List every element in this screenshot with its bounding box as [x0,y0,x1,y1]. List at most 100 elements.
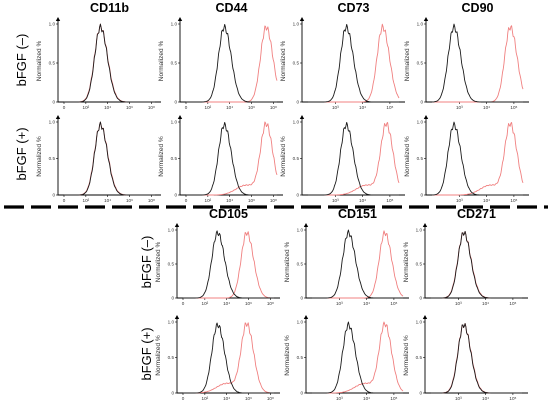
y-tick-label: 1.0 [293,120,300,125]
histogram-panel-cd11b-minus: CD11b Normalized % 0 0.5 1.0 0 10² 10⁴ 10⁶ 10⁸ [36,1,161,110]
x-tick-label: 10⁵ [509,396,516,401]
marker-histogram [183,231,274,299]
x-tick-label: 0 [185,105,188,110]
x-tick-label: 10³ [332,198,339,203]
y-tick-label: 0.5 [416,355,423,360]
x-tick-label: 10⁴ [223,396,230,401]
y-tick-label: 1.0 [416,320,423,325]
x-tick-label: 10⁴ [483,105,490,110]
x-tick-label: 10⁵ [390,396,397,401]
control-histogram [431,230,522,299]
y-axis-arrow [55,115,61,119]
y-tick-label: 0 [174,100,177,105]
y-tick-label: 0 [171,296,174,301]
x-tick-label: 10⁵ [386,105,393,110]
axes [57,116,161,196]
y-axis-label: Normalized % [155,242,162,283]
y-axis-arrow [177,115,183,119]
marker-title: CD11b [90,1,129,15]
control-histogram [432,121,523,196]
x-tick-label: 0 [63,105,66,110]
y-axis-arrow [299,115,305,119]
control-histogram [64,23,155,103]
y-axis-arrow [299,17,305,21]
x-tick-label: 10³ [456,198,463,203]
x-tick-label: 10⁴ [223,301,230,306]
y-tick-label: 0.5 [293,61,300,66]
y-axis-arrow [177,17,183,21]
histogram-panel-cd90-minus: CD90 Normalized % 0 0.5 1.0 10³ 10⁴ 10⁵ [404,1,529,110]
marker-title: CD151 [338,207,377,221]
x-tick-label: 10⁴ [226,198,233,203]
x-tick-label: 10⁶ [126,198,133,203]
x-tick-label: 10⁴ [104,105,111,110]
y-tick-label: 0.5 [297,355,304,360]
y-tick-label: 1.0 [171,120,178,125]
marker-histogram [312,230,404,299]
y-axis-arrow [174,315,180,319]
x-tick-label: 10⁴ [359,198,366,203]
y-tick-label: 0.5 [168,355,175,360]
x-tick-label: 10⁵ [510,105,517,110]
y-axis-label: Normalized % [36,136,43,177]
y-tick-label: 0 [296,100,299,105]
y-tick-label: 1.0 [168,228,175,233]
x-tick-label: 10² [205,198,212,203]
x-tick-label: 10³ [456,105,463,110]
y-tick-label: 0 [419,391,422,396]
x-tick-label: 10² [202,301,209,306]
x-tick-label: 10⁶ [248,198,255,203]
marker-histogram [432,122,524,196]
y-axis-label: Normalized % [404,136,411,177]
x-tick-label: 10⁴ [226,105,233,110]
x-tick-label: 0 [63,198,66,203]
x-tick-label: 10⁴ [483,198,490,203]
y-tick-label: 0.5 [171,61,178,66]
control-histogram [432,23,523,103]
marker-histogram [432,25,524,103]
y-tick-label: 0 [52,193,55,198]
x-tick-label: 0 [185,198,188,203]
control-histogram [308,23,399,103]
histogram-panel-cd73-plus: Normalized % 0 0.5 1.0 10³ 10⁴ 10⁵ [280,115,405,203]
histogram-panel-cd90-plus: Normalized % 0 0.5 1.0 10³ 10⁴ 10⁵ [404,115,529,203]
y-axis-label: Normalized % [284,242,291,283]
axes [424,316,528,394]
marker-histogram [431,322,522,394]
y-tick-label: 1.0 [49,22,56,27]
marker-histogram [183,322,274,394]
marker-title: CD90 [462,1,494,15]
marker-histogram [312,321,404,394]
y-axis-arrow [423,115,429,119]
axes [176,316,280,394]
row-label-bfgf-plus: bFGF (+) [14,127,29,180]
x-tick-label: 10⁶ [245,396,252,401]
x-tick-label: 10⁸ [148,105,155,110]
row-label-bfgf-minus: bFGF (–) [139,236,154,289]
y-tick-label: 0 [419,296,422,301]
x-tick-label: 10⁶ [126,105,133,110]
x-tick-label: 10⁴ [482,396,489,401]
x-tick-label: 10² [202,396,209,401]
histogram-panel-cd151-plus: Normalized % 0 0.5 1.0 10³ 10⁴ 10⁵ [284,315,409,401]
marker-title: CD105 [209,207,248,221]
marker-histogram [186,25,278,103]
y-axis-arrow [422,315,428,319]
y-axis-label: Normalized % [158,41,165,82]
y-tick-label: 1.0 [293,22,300,27]
control-histogram [186,121,277,196]
x-tick-label: 10⁵ [386,198,393,203]
y-tick-label: 0 [420,193,423,198]
control-histogram [183,230,274,299]
x-tick-label: 10⁸ [267,396,274,401]
x-tick-label: 10⁴ [363,396,370,401]
y-axis-label: Normalized % [155,335,162,376]
marker-histogram [64,121,155,196]
marker-histogram [431,230,522,299]
x-tick-label: 10² [83,105,90,110]
axes [305,316,409,394]
x-tick-label: 10⁴ [363,301,370,306]
y-axis-label: Normalized % [403,335,410,376]
control-histogram [64,121,155,196]
